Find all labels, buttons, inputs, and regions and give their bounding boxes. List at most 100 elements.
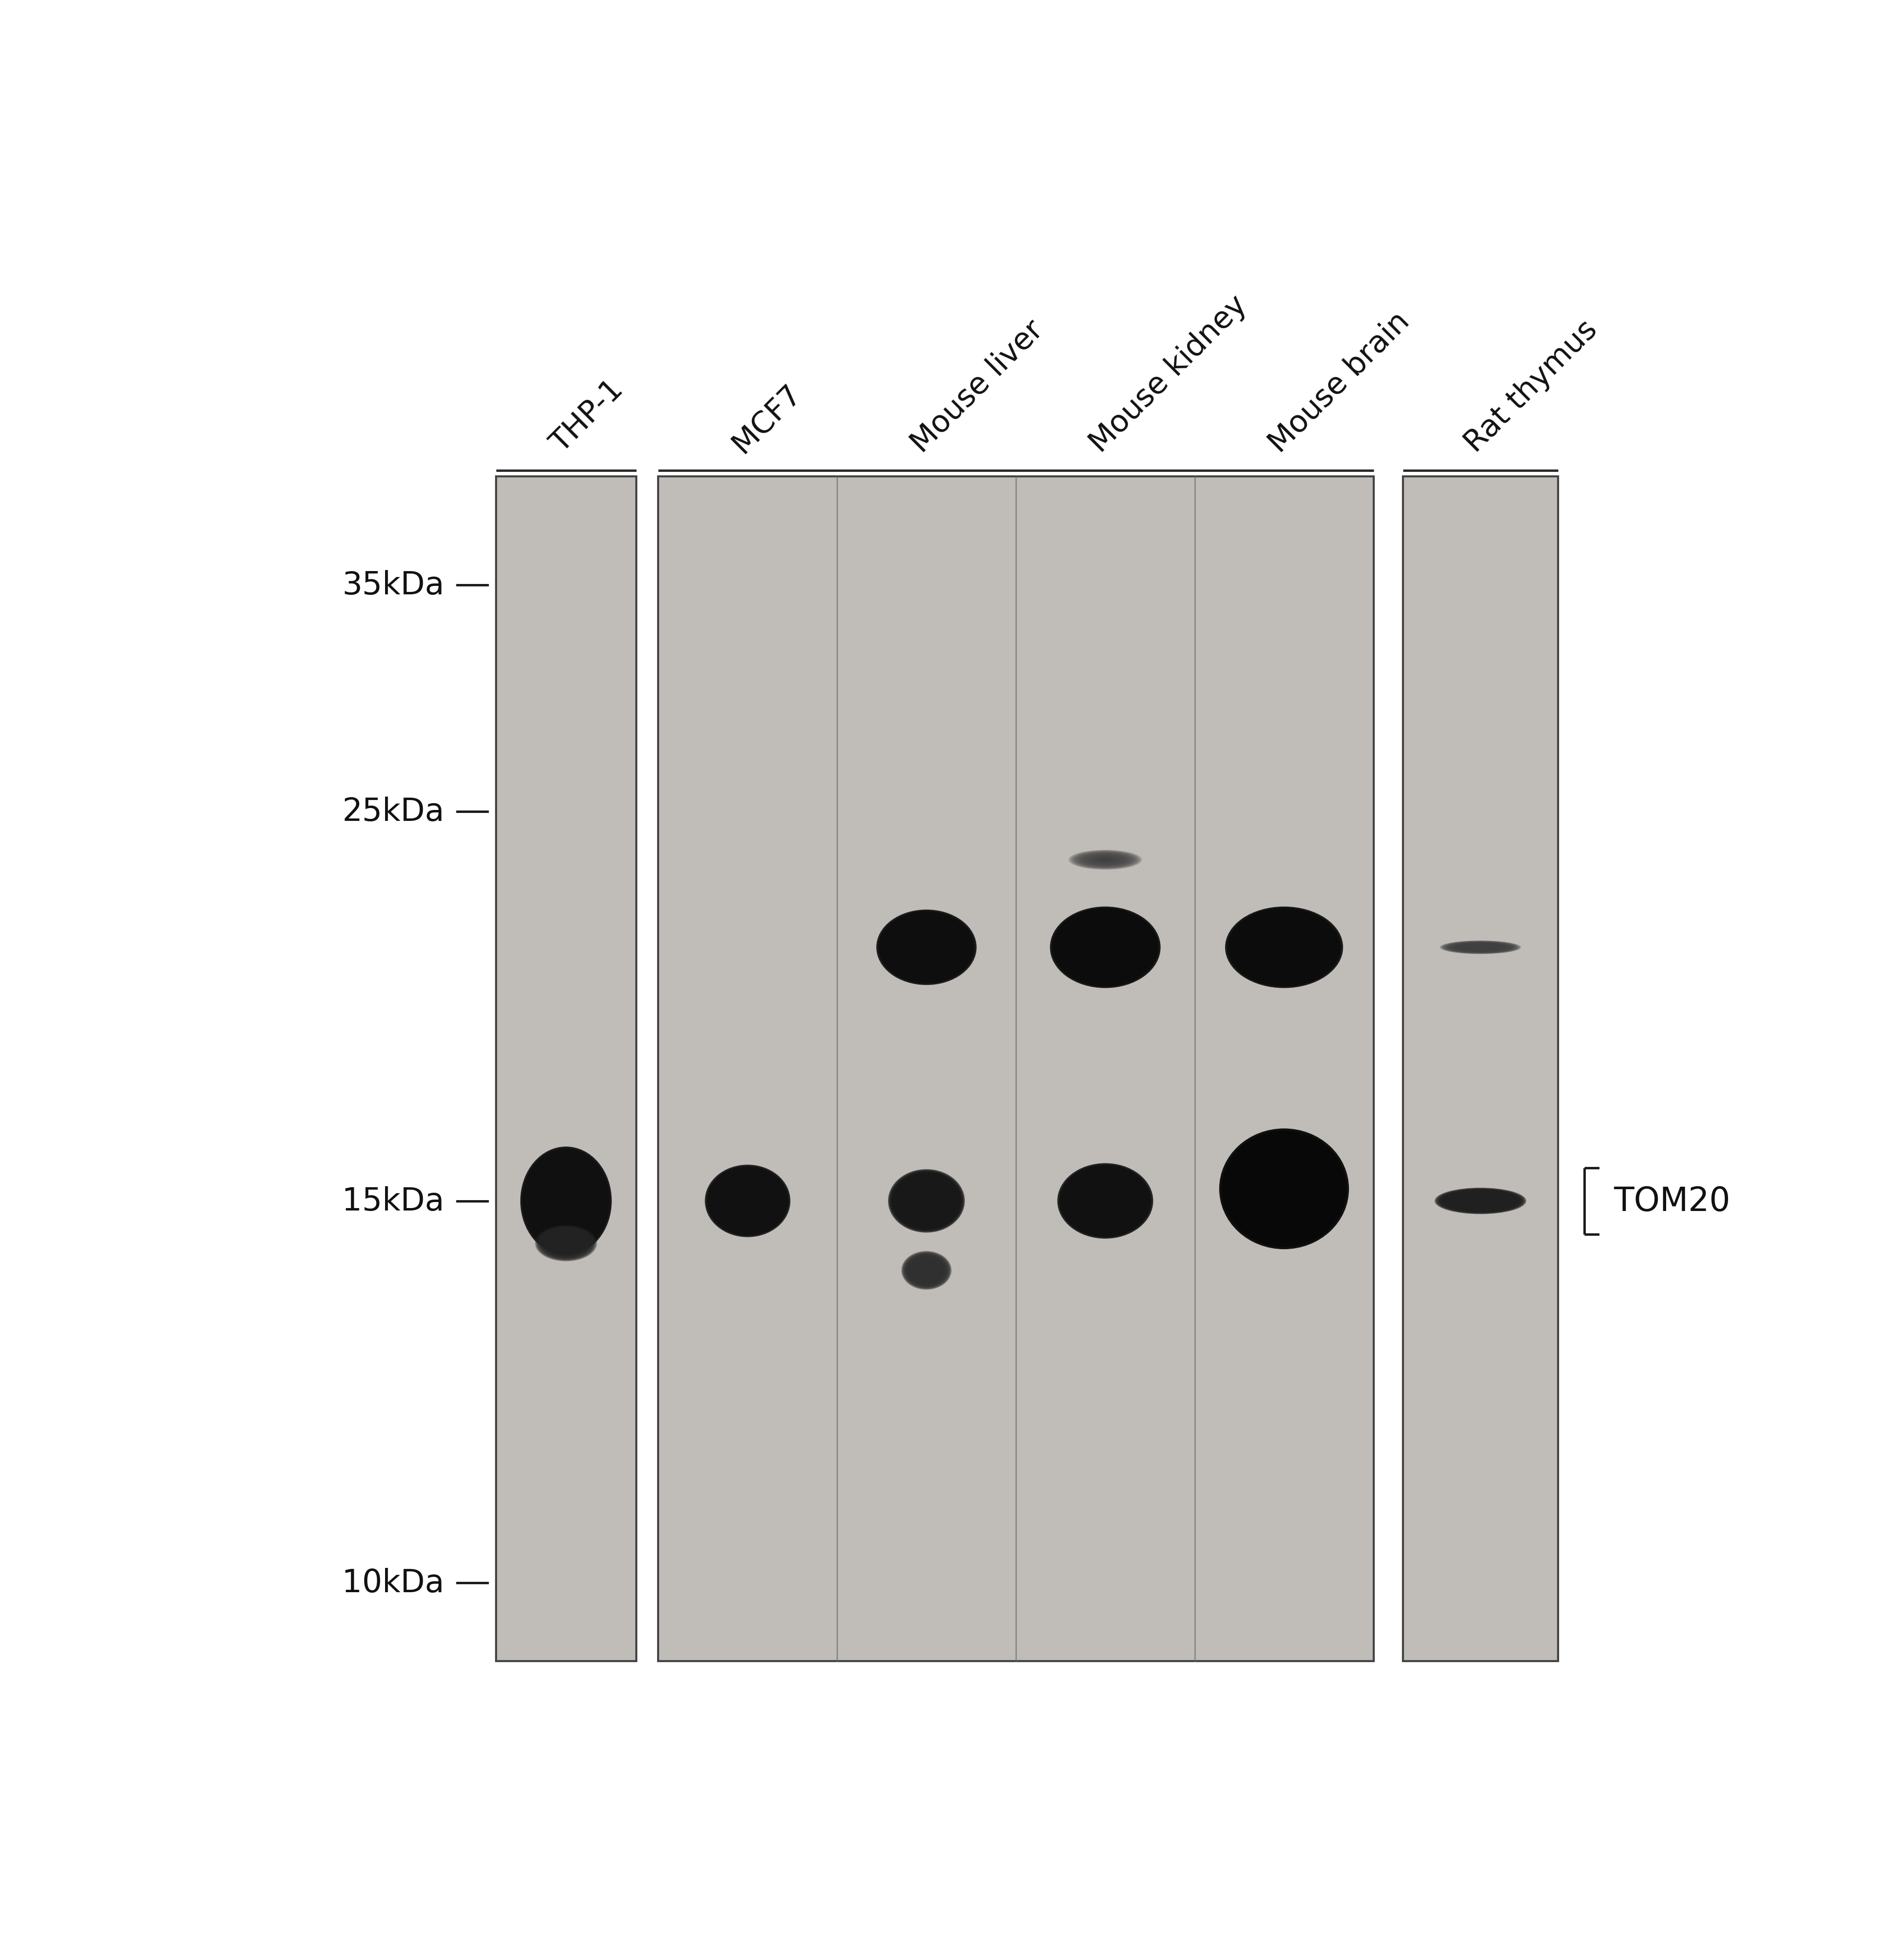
Ellipse shape xyxy=(554,1237,577,1250)
Ellipse shape xyxy=(1267,937,1300,958)
Ellipse shape xyxy=(552,1184,580,1217)
Ellipse shape xyxy=(910,1256,944,1284)
Ellipse shape xyxy=(896,1176,955,1225)
Ellipse shape xyxy=(1435,1188,1526,1215)
Ellipse shape xyxy=(904,1252,950,1288)
Ellipse shape xyxy=(900,1180,952,1223)
Ellipse shape xyxy=(539,1227,594,1258)
Ellipse shape xyxy=(1090,1190,1119,1213)
Ellipse shape xyxy=(1452,1194,1509,1209)
Ellipse shape xyxy=(1277,943,1292,953)
Ellipse shape xyxy=(891,921,961,974)
Ellipse shape xyxy=(717,1176,778,1227)
Text: THP-1: THP-1 xyxy=(546,374,630,459)
Ellipse shape xyxy=(1444,941,1517,955)
Ellipse shape xyxy=(1233,911,1336,982)
Ellipse shape xyxy=(544,1231,588,1256)
Ellipse shape xyxy=(1092,1192,1119,1211)
Text: Mouse brain: Mouse brain xyxy=(1264,306,1416,459)
Ellipse shape xyxy=(1087,855,1123,864)
Ellipse shape xyxy=(1275,1182,1292,1198)
Ellipse shape xyxy=(915,939,938,956)
Ellipse shape xyxy=(1068,921,1142,974)
Ellipse shape xyxy=(546,1231,586,1256)
Ellipse shape xyxy=(917,941,936,955)
Ellipse shape xyxy=(910,935,944,960)
Ellipse shape xyxy=(1069,851,1142,870)
Ellipse shape xyxy=(733,1188,763,1215)
Text: Rat thymus: Rat thymus xyxy=(1460,316,1604,459)
Ellipse shape xyxy=(1264,935,1304,960)
Ellipse shape xyxy=(531,1160,601,1243)
Ellipse shape xyxy=(1092,939,1119,956)
Ellipse shape xyxy=(1235,913,1334,982)
Ellipse shape xyxy=(1087,935,1123,960)
Ellipse shape xyxy=(906,1184,948,1217)
Ellipse shape xyxy=(552,1235,579,1250)
Ellipse shape xyxy=(1465,945,1496,951)
Ellipse shape xyxy=(904,1254,948,1288)
Ellipse shape xyxy=(1083,855,1127,866)
Ellipse shape xyxy=(1454,943,1505,953)
Ellipse shape xyxy=(1246,921,1321,974)
Ellipse shape xyxy=(904,1184,948,1219)
Ellipse shape xyxy=(898,927,955,968)
Ellipse shape xyxy=(1066,919,1144,976)
Ellipse shape xyxy=(1235,1143,1334,1235)
Ellipse shape xyxy=(919,1196,934,1207)
Ellipse shape xyxy=(889,919,965,976)
Text: MCF7: MCF7 xyxy=(727,378,807,459)
Ellipse shape xyxy=(885,915,969,978)
Ellipse shape xyxy=(1258,929,1309,964)
Ellipse shape xyxy=(525,1152,607,1250)
Ellipse shape xyxy=(1224,1133,1345,1245)
Ellipse shape xyxy=(521,1149,611,1254)
Ellipse shape xyxy=(1098,1196,1113,1207)
Ellipse shape xyxy=(1077,927,1132,968)
Ellipse shape xyxy=(1452,943,1509,953)
Ellipse shape xyxy=(520,1147,611,1256)
Ellipse shape xyxy=(537,1166,596,1235)
Ellipse shape xyxy=(1241,917,1326,978)
Text: Mouse liver: Mouse liver xyxy=(906,316,1049,459)
Ellipse shape xyxy=(1071,1174,1138,1227)
Ellipse shape xyxy=(1068,851,1142,870)
Ellipse shape xyxy=(559,1194,573,1207)
Ellipse shape xyxy=(1446,943,1515,953)
Ellipse shape xyxy=(1273,1180,1294,1200)
Ellipse shape xyxy=(1237,1145,1332,1233)
Ellipse shape xyxy=(1060,913,1151,982)
Ellipse shape xyxy=(1050,907,1161,988)
Ellipse shape xyxy=(544,1176,588,1227)
Ellipse shape xyxy=(1079,1182,1130,1221)
Ellipse shape xyxy=(542,1229,590,1256)
Ellipse shape xyxy=(527,1154,605,1249)
Ellipse shape xyxy=(917,941,934,955)
Ellipse shape xyxy=(889,1170,963,1231)
Text: 15kDa: 15kDa xyxy=(343,1186,443,1217)
Ellipse shape xyxy=(910,1258,942,1282)
Ellipse shape xyxy=(1454,943,1507,953)
Ellipse shape xyxy=(1096,941,1115,955)
Ellipse shape xyxy=(544,1231,588,1256)
Ellipse shape xyxy=(1469,1198,1492,1203)
Ellipse shape xyxy=(535,1164,596,1237)
Ellipse shape xyxy=(558,1192,573,1209)
Ellipse shape xyxy=(1439,1190,1522,1213)
Ellipse shape xyxy=(727,1184,769,1219)
Ellipse shape xyxy=(1085,855,1127,866)
Ellipse shape xyxy=(1265,1170,1304,1207)
Ellipse shape xyxy=(904,1182,950,1221)
Ellipse shape xyxy=(548,1180,584,1223)
Ellipse shape xyxy=(1271,1176,1298,1201)
Ellipse shape xyxy=(1271,939,1298,956)
Ellipse shape xyxy=(891,919,963,976)
Ellipse shape xyxy=(906,1254,948,1286)
Ellipse shape xyxy=(912,937,942,958)
Ellipse shape xyxy=(1062,915,1149,980)
Ellipse shape xyxy=(1444,1190,1517,1211)
Ellipse shape xyxy=(1227,907,1342,988)
Ellipse shape xyxy=(906,1254,946,1286)
Ellipse shape xyxy=(1220,1129,1349,1249)
Ellipse shape xyxy=(539,1168,594,1233)
